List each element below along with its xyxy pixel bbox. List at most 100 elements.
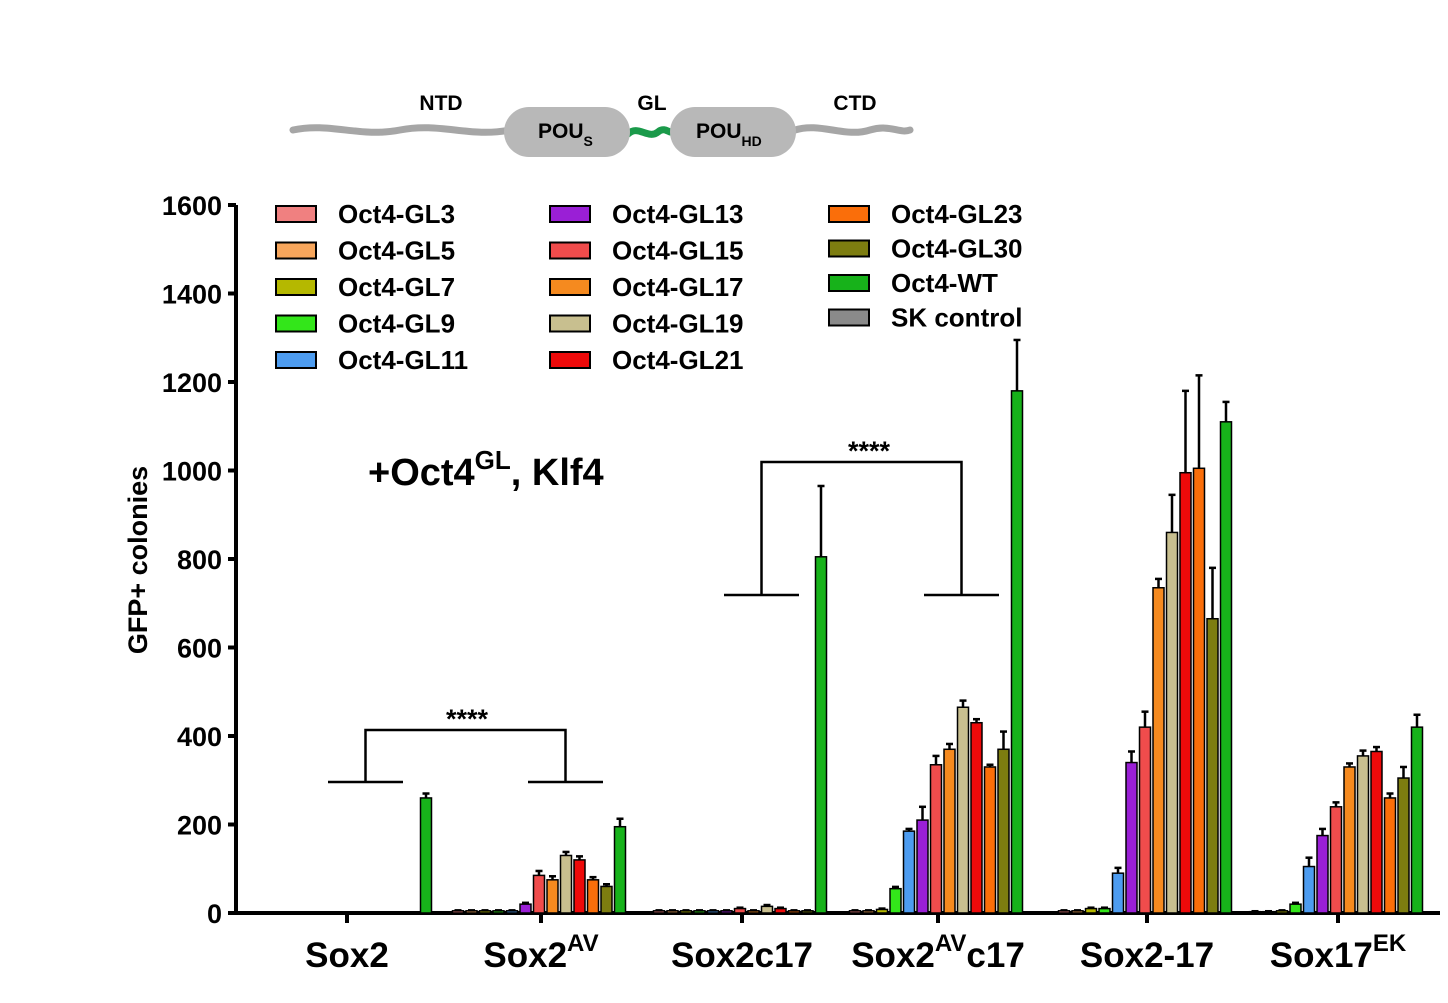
y-tick-label: 600 [177,634,222,664]
legend-swatch [275,351,317,369]
bar [532,874,546,914]
significance-bracket [724,460,999,597]
bar [1084,907,1098,914]
bar [1302,865,1316,914]
legend-label: Oct4-GL21 [612,345,744,375]
bar [956,706,970,914]
y-tick-label: 800 [177,545,222,575]
legend-label: Oct4-GL13 [612,199,744,229]
bar [573,859,586,914]
bar [1383,797,1397,914]
ctd-label: CTD [833,92,876,115]
bar [1138,726,1152,914]
legend-label: Oct4-GL7 [338,272,455,302]
bar [419,797,433,914]
bar [1343,766,1356,914]
x-tick-label: Sox2-17 [1080,936,1214,975]
legend-label: Oct4-GL5 [338,236,455,266]
ntd-label: NTD [419,92,462,115]
gl-label: GL [637,92,666,115]
bar [1152,587,1165,914]
legend-swatch [549,241,591,260]
bar [1356,755,1370,914]
y-ticks: 0 200 400 600 800 1000 1200 1400 1600 [162,191,236,929]
legend-label: Oct4-GL23 [891,199,1023,229]
y-tick-label: 1600 [162,191,222,221]
x-tick-label: Sox2c17 [671,936,813,975]
legend-label: Oct4-GL11 [338,345,468,375]
legend-label: Oct4-GL19 [612,309,744,339]
bar [1316,834,1329,914]
pouhd-label: POUHD [696,120,762,149]
ntd-line [289,124,514,136]
significance-brackets: **** **** [328,436,999,784]
legend-label: Oct4-GL3 [338,199,455,229]
bar [586,879,600,914]
significance-bracket [328,728,603,784]
bar [997,748,1010,914]
bar [902,830,916,914]
bar [875,908,889,914]
legend-label: SK control [891,303,1022,333]
bar [1111,872,1125,914]
bar [546,879,559,914]
gl-linker [624,126,674,138]
legend-swatch [549,205,591,223]
bar [1370,750,1383,914]
bar [519,903,532,914]
legend-swatch [549,314,591,333]
protein-schematic: NTD GL CTD POUS POUHD [289,92,914,157]
legend-swatch [275,205,317,223]
legend: Oct4-GL3 Oct4-GL5 Oct4-GL7 Oct4-GL9 Oct4-GL1… [275,199,1023,375]
legend-swatch [275,278,317,296]
bar [1329,806,1343,914]
bar [929,764,943,914]
x-tick-label: Sox17EK [1270,930,1407,975]
legend-swatch [275,314,317,333]
legend-label: Oct4-GL17 [612,272,744,302]
x-tick-label: Sox2AV [483,930,598,975]
bar [1289,903,1302,914]
ctd-line [791,124,914,136]
x-tick-label: Sox2AVc17 [851,930,1025,975]
bar [943,748,956,914]
y-tick-label: 400 [177,722,222,752]
x-axis: Sox2 Sox2AV Sox2c17 Sox2AVc17 Sox2-17 Sox17EK [234,911,1440,975]
legend-swatch [828,308,870,327]
bar [774,907,787,914]
bar [1192,467,1206,914]
legend-swatch [828,205,870,223]
legend-label: Oct4-GL9 [338,309,455,339]
bar [1206,617,1219,914]
legend-swatch [549,351,591,369]
legend-swatch [275,241,317,260]
bar [760,905,774,914]
y-tick-label: 1000 [162,457,222,487]
bar [1125,761,1138,914]
x-ticks: Sox2 Sox2AV Sox2c17 Sox2AVc17 Sox2-17 Sox17EK [305,913,1407,975]
legend-label: Oct4-GL15 [612,236,744,266]
bar [889,887,902,914]
pous-label: POUS [538,120,593,149]
bar [1098,907,1111,914]
bar [916,819,929,914]
y-tick-label: 200 [177,811,222,841]
legend-swatch [828,274,870,292]
pous-domain [504,107,630,157]
bar [1179,471,1192,914]
bar [1219,421,1233,914]
bar [1397,777,1410,914]
bar [1410,726,1424,914]
significance-label: **** [848,436,891,466]
bar [600,885,613,914]
bar [613,825,627,914]
legend-label: Oct4-WT [891,268,998,298]
bar [983,766,997,914]
legend-swatch [549,278,591,296]
y-axis-title: GFP+ colonies [123,466,153,654]
bar [559,854,573,914]
pouhd-domain [670,107,796,157]
bar [1165,531,1179,914]
bar [970,721,983,914]
